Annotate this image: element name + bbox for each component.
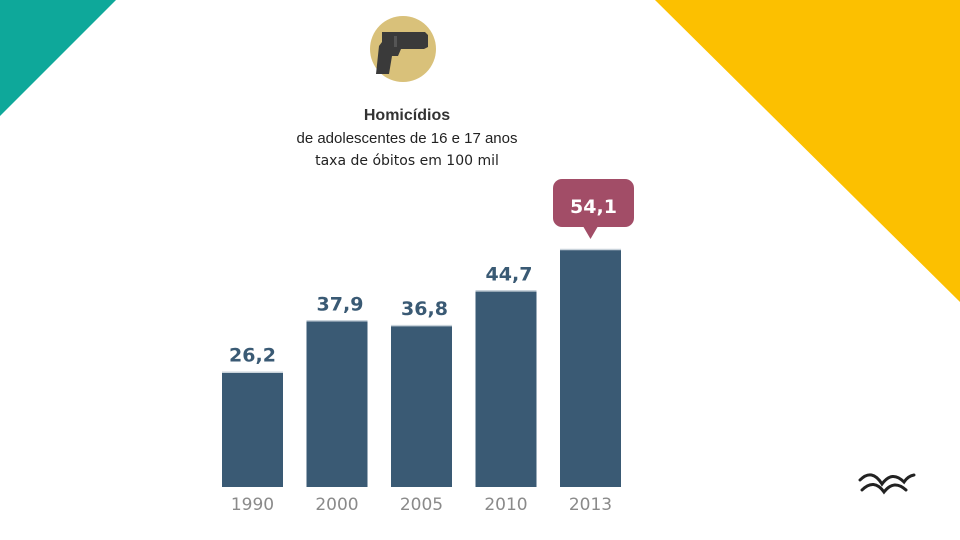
chart-title: Homicídios xyxy=(363,107,451,124)
tick-label-2005: 2005 xyxy=(400,495,443,515)
tick-label-2013: 2013 xyxy=(569,495,612,515)
data-label-2013: 54,1 xyxy=(570,196,617,218)
yellow-triangle xyxy=(655,0,960,302)
teal-corner-decoration xyxy=(0,0,116,116)
tick-label-2010: 2010 xyxy=(484,495,527,515)
bar-2005 xyxy=(391,325,452,487)
bar-2000 xyxy=(306,320,368,487)
bar-2013 xyxy=(560,249,621,487)
data-label-2010: 44,7 xyxy=(486,263,533,285)
teal-triangle xyxy=(0,0,116,116)
tick-label-1990: 1990 xyxy=(231,495,274,515)
pistol-icon xyxy=(370,16,436,82)
tick-label-2000: 2000 xyxy=(315,495,358,515)
data-label-2005: 36,8 xyxy=(401,298,448,320)
highlight-callout-pointer xyxy=(583,227,598,239)
bird-wings-logo xyxy=(858,473,916,495)
bar-1990 xyxy=(222,371,283,487)
yellow-corner-decoration xyxy=(655,0,960,302)
pistol-slide-detail xyxy=(394,36,397,47)
logo-stroke-top xyxy=(858,473,916,487)
data-label-1990: 26,2 xyxy=(229,345,276,367)
logo-stroke-bottom xyxy=(860,483,908,495)
data-label-2000: 37,9 xyxy=(317,293,364,315)
pistol-shape xyxy=(376,32,428,74)
chart-caption: taxa de óbitos em 100 mil xyxy=(315,153,499,169)
bar-2010 xyxy=(475,290,537,487)
chart-subtitle: de adolescentes de 16 e 17 anos xyxy=(296,130,518,147)
highlight-callout xyxy=(553,179,634,227)
